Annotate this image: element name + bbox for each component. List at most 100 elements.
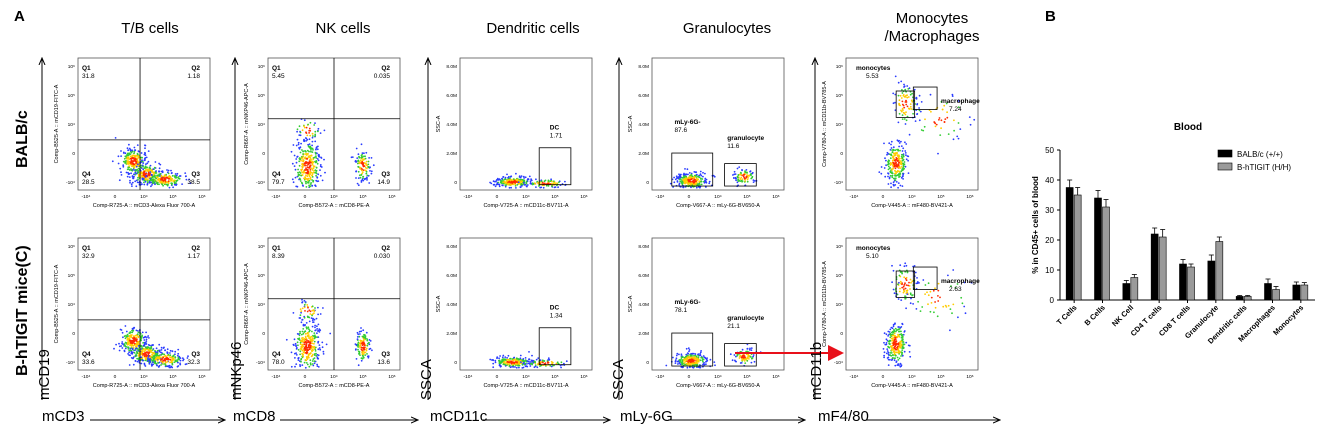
ly6g-neg-gate	[671, 332, 714, 367]
dc-gate	[538, 327, 572, 366]
event-dot	[322, 350, 325, 353]
event-dot	[310, 149, 312, 151]
x-tick-label: 10⁵	[169, 374, 176, 380]
event-dot	[892, 288, 895, 291]
event-dot	[899, 264, 902, 267]
event-dot	[909, 355, 912, 358]
event-dot	[893, 329, 895, 331]
event-dot	[360, 156, 363, 159]
event-dot	[684, 180, 687, 182]
event-dot	[754, 180, 756, 182]
event-dot	[303, 339, 306, 342]
event-dot	[506, 364, 508, 366]
event-dot	[887, 330, 890, 333]
event-dot	[293, 154, 296, 157]
event-dot	[924, 293, 926, 295]
event-dot	[902, 175, 904, 178]
event-dot	[940, 127, 942, 130]
dc-gate	[538, 147, 572, 186]
event-dot	[908, 133, 911, 136]
event-dot	[162, 177, 165, 179]
event-dot	[169, 180, 172, 182]
event-dot	[300, 142, 302, 145]
gate-name: monocytes	[856, 245, 891, 252]
event-dot	[899, 173, 902, 176]
event-dot	[891, 357, 894, 359]
event-dot	[889, 336, 892, 339]
event-dot	[529, 180, 532, 183]
event-dot	[563, 362, 565, 365]
event-dot	[549, 365, 552, 367]
event-dot	[324, 171, 326, 174]
event-dot	[951, 93, 954, 96]
event-dot	[166, 351, 169, 353]
event-dot	[900, 161, 903, 164]
event-dot	[953, 119, 955, 122]
event-dot	[499, 178, 501, 181]
event-dot	[314, 140, 317, 143]
event-dot	[739, 362, 742, 364]
event-dot	[885, 159, 887, 162]
event-dot	[501, 184, 504, 187]
event-dot	[307, 173, 310, 176]
event-dot	[901, 286, 904, 289]
event-dot	[305, 346, 308, 348]
event-dot	[506, 361, 509, 363]
event-dot	[937, 282, 940, 285]
event-dot	[885, 342, 888, 344]
event-dot	[316, 336, 318, 339]
event-dot	[158, 170, 161, 173]
event-dot	[364, 157, 367, 160]
event-dot	[318, 344, 321, 346]
event-dot	[504, 184, 507, 187]
event-dot	[134, 343, 137, 346]
event-dot	[298, 134, 301, 137]
event-dot	[525, 180, 528, 183]
event-dot	[733, 177, 735, 180]
event-dot	[694, 353, 697, 355]
event-dot	[309, 178, 312, 181]
event-dot	[508, 359, 511, 362]
event-dot	[895, 159, 898, 161]
event-dot	[308, 337, 310, 339]
event-dot	[932, 289, 935, 292]
bottom-axis-marker: mCD3	[42, 408, 85, 425]
event-dot	[498, 359, 501, 362]
event-dot	[887, 353, 890, 356]
event-dot	[696, 358, 698, 361]
event-dot	[900, 153, 903, 156]
event-dot	[140, 166, 143, 169]
y-tick-label: 10⁶	[68, 244, 75, 250]
event-dot	[317, 348, 320, 351]
event-dot	[560, 361, 563, 364]
event-dot	[304, 310, 306, 312]
event-dot	[914, 120, 917, 122]
event-dot	[300, 358, 302, 361]
event-dot	[518, 363, 521, 365]
event-dot	[906, 291, 909, 294]
event-dot	[146, 162, 149, 165]
event-dot	[890, 326, 893, 329]
event-dot	[140, 337, 143, 340]
event-dot	[171, 362, 174, 365]
event-dot	[691, 180, 694, 183]
x-tick-label: 0	[882, 194, 885, 200]
event-dot	[124, 345, 127, 348]
x-tick-label: 0	[688, 194, 691, 200]
event-dot	[973, 118, 976, 121]
event-dot	[894, 327, 897, 330]
y-tick-label: 10⁶	[258, 244, 265, 250]
event-dot	[944, 304, 947, 307]
event-dot	[321, 346, 324, 349]
event-dot	[303, 126, 306, 129]
event-dot	[700, 350, 702, 352]
event-dot	[151, 184, 153, 186]
event-dot	[904, 101, 907, 103]
event-dot	[528, 358, 531, 361]
event-dot	[508, 180, 510, 183]
event-dot	[935, 123, 938, 126]
macrophage-gate	[912, 86, 938, 110]
flow-x-label: Comp-V725-A :: mCD11c-BV711-A	[483, 203, 568, 209]
event-dot	[364, 169, 366, 172]
event-dot	[317, 329, 320, 332]
